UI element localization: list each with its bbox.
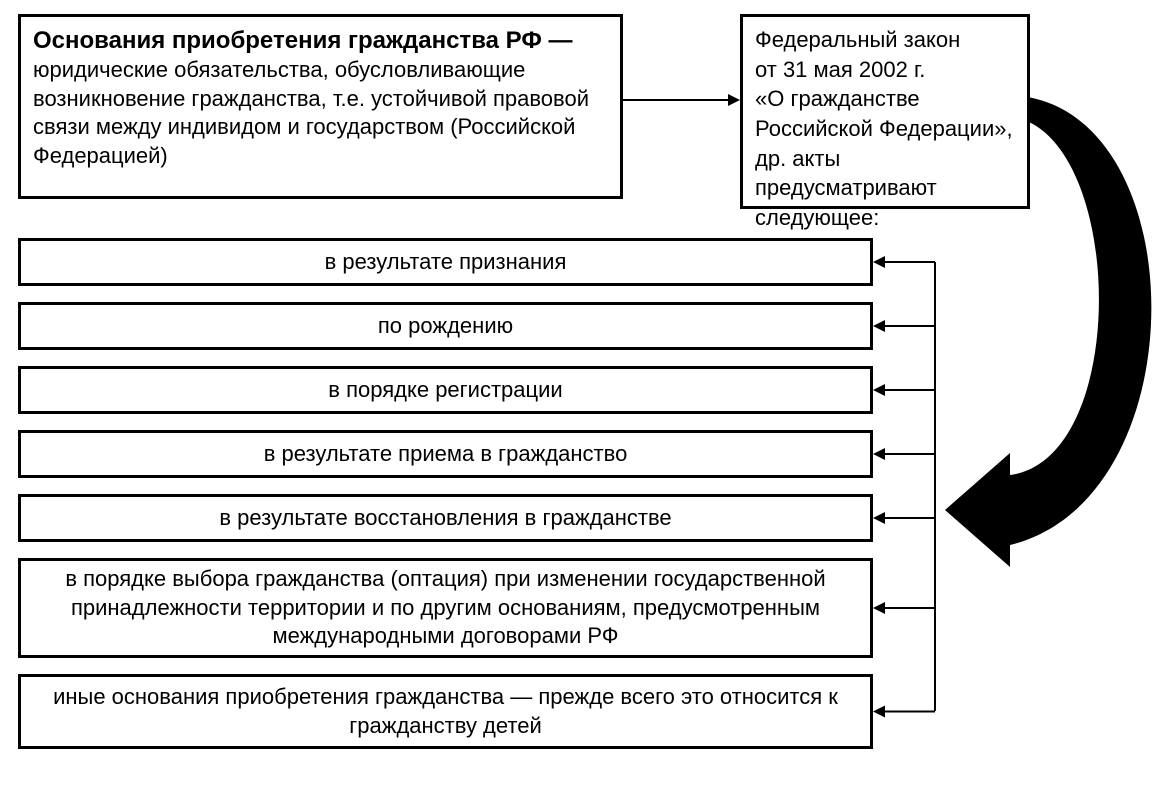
item-label-4: в результате восстановления в гражданств… [219,504,671,533]
definition-body: юридические обязательства, обусловливающ… [33,57,589,168]
item-box-0: в результате признания [18,238,873,286]
item-label-0: в результате признания [325,248,567,277]
item-label-1: по рождению [378,312,513,341]
definition-title: Основания приобретения гражданства РФ — [33,27,572,54]
item-label-5: в порядке выбора гражданства (оптация) п… [41,565,850,651]
law-text: Федеральный законот 31 мая 2002 г.«О гра… [755,25,1015,233]
item-box-5: в порядке выбора гражданства (оптация) п… [18,558,873,658]
item-box-3: в результате приема в гражданство [18,430,873,478]
item-box-1: по рождению [18,302,873,350]
law-box: Федеральный законот 31 мая 2002 г.«О гра… [740,14,1030,209]
item-label-6: иные основания приобретения гражданства … [41,683,850,740]
item-label-3: в результате приема в гражданство [264,440,628,469]
definition-box: Основания приобретения гражданства РФ — … [18,14,623,199]
item-box-2: в порядке регистрации [18,366,873,414]
item-box-4: в результате восстановления в гражданств… [18,494,873,542]
item-box-6: иные основания приобретения гражданства … [18,674,873,749]
item-label-2: в порядке регистрации [328,376,562,405]
